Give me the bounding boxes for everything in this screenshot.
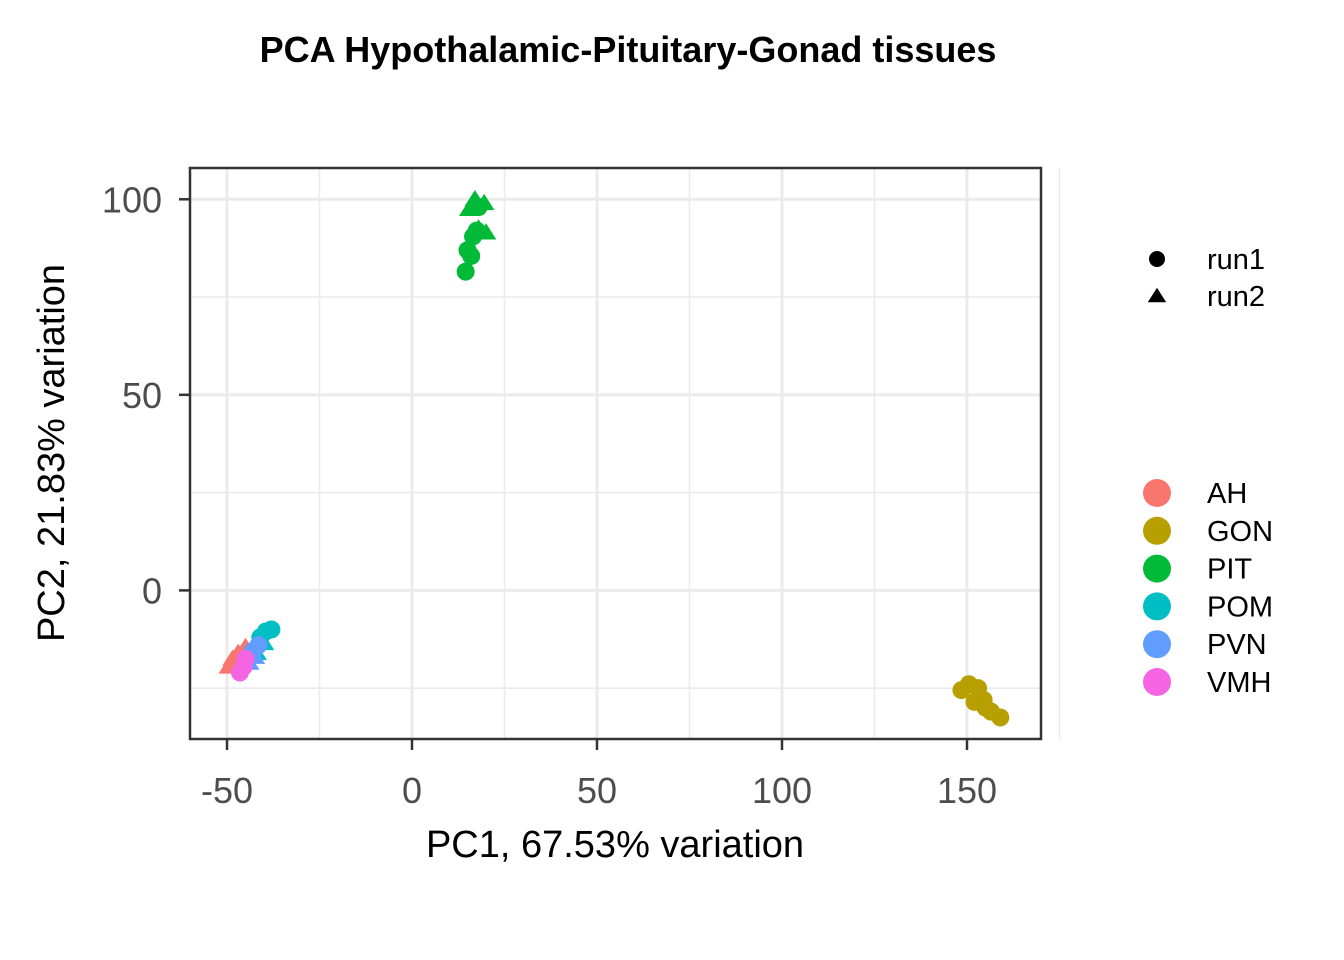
legend-key-vmh — [1143, 668, 1171, 696]
legend-label-ah: AH — [1207, 478, 1247, 510]
data-point-pvn — [249, 636, 268, 655]
data-point-vmh — [236, 649, 255, 668]
legend-key-run1 — [1149, 251, 1165, 267]
data-points — [218, 189, 1010, 727]
legend-label-gon: GON — [1207, 516, 1273, 548]
grid — [190, 168, 1061, 739]
legend-label-run2: run2 — [1207, 281, 1265, 313]
x-axis-title: PC1, 67.53% variation — [426, 824, 804, 866]
legend-key-pit — [1143, 554, 1171, 583]
legend-label-run1: run1 — [1207, 244, 1265, 276]
data-point-pit — [473, 193, 495, 211]
x-tick-label: 0 — [402, 770, 422, 811]
legend: run1 run2 AH GON PIT POM PVN VMH — [1143, 244, 1273, 699]
axes: -50 0 50 100 150 0 50 100 — [102, 179, 997, 811]
data-point-pit — [475, 223, 497, 240]
legend-label-vmh: VMH — [1207, 667, 1271, 699]
legend-key-gon — [1143, 516, 1171, 545]
data-point-gon — [991, 708, 1010, 727]
x-tick-label: 100 — [752, 770, 812, 811]
y-axis-title: PC2, 21.83% variation — [31, 264, 73, 642]
x-tick-label: 150 — [937, 770, 997, 811]
legend-label-pvn: PVN — [1207, 629, 1267, 661]
legend-key-run2 — [1147, 287, 1167, 303]
legend-key-pvn — [1143, 630, 1171, 659]
legend-label-pit: PIT — [1207, 554, 1252, 586]
x-tick-label: 50 — [577, 770, 617, 811]
x-tick-label: -50 — [201, 770, 253, 811]
data-point-pit — [462, 246, 481, 265]
legend-key-pom — [1143, 592, 1171, 621]
data-point-pit — [459, 199, 480, 217]
chart-title: PCA Hypothalamic-Pituitary-Gonad tissues — [260, 29, 997, 70]
y-tick-label: 0 — [142, 570, 162, 611]
plot-panel-border — [188, 166, 1043, 741]
legend-label-pom: POM — [1207, 591, 1273, 623]
y-tick-label: 100 — [102, 179, 162, 220]
legend-key-ah — [1143, 479, 1171, 507]
data-point-pit — [456, 262, 475, 281]
y-tick-label: 50 — [122, 375, 162, 416]
